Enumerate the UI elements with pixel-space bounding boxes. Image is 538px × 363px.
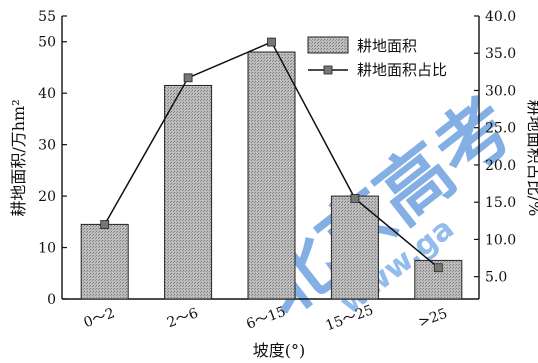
line-marker-0 [100,220,110,229]
line-marker-1 [183,73,193,83]
right-tick-label: 30.0 [485,83,516,99]
y-axis-right-title: 耕地面积占比/% [525,100,538,217]
x-tick-label: 0～2 [82,305,117,331]
right-tick-label: 10.0 [485,232,516,248]
left-tick-label: 50 [38,35,56,51]
legend-line-marker [323,65,333,75]
left-tick-label: 30 [38,138,56,154]
bar-0 [80,223,129,300]
left-tick-label: 10 [38,241,56,257]
x-tick-label: 2～6 [165,305,200,331]
line-series [100,37,443,273]
x-axis-tick-labels: 0～2 2～6 6～15 15～25 >25 [82,302,450,334]
legend-bar-swatch [307,36,349,54]
right-tick-label: 25.0 [485,121,516,137]
line-marker-3 [350,194,360,203]
left-tick-label: 55 [38,9,56,25]
right-tick-label: 35.0 [485,46,516,62]
right-tick-label: 5.0 [485,270,507,286]
bar-series [80,51,463,300]
y-axis-left-title: 耕地面积/万hm² [9,99,28,216]
x-tick-label: 6～15 [244,304,288,333]
right-axis-ticks: 5.0 10.0 15.0 20.0 25.0 30.0 35.0 40.0 [474,9,516,286]
x-axis-title: 坡度(°) [253,341,306,360]
left-tick-label: 40 [38,86,56,102]
right-tick-label: 40.0 [485,9,516,25]
line-marker-2 [267,37,276,47]
right-tick-label: 15.0 [485,195,516,211]
bar-2 [247,51,296,300]
bar-3 [330,195,379,300]
x-tick-label: >25 [416,306,449,331]
right-tick-label: 20.0 [485,158,516,174]
legend-line-label: 耕地面积占比 [357,61,447,79]
line-marker-4 [433,263,443,273]
left-tick-label: 20 [38,189,56,205]
left-tick-label: 0 [47,292,56,308]
bar-1 [164,84,213,300]
legend-bar-label: 耕地面积 [357,37,417,55]
left-axis-ticks: 0 10 20 30 40 50 55 [38,9,67,308]
legend: 耕地面积 耕地面积占比 [307,36,447,79]
